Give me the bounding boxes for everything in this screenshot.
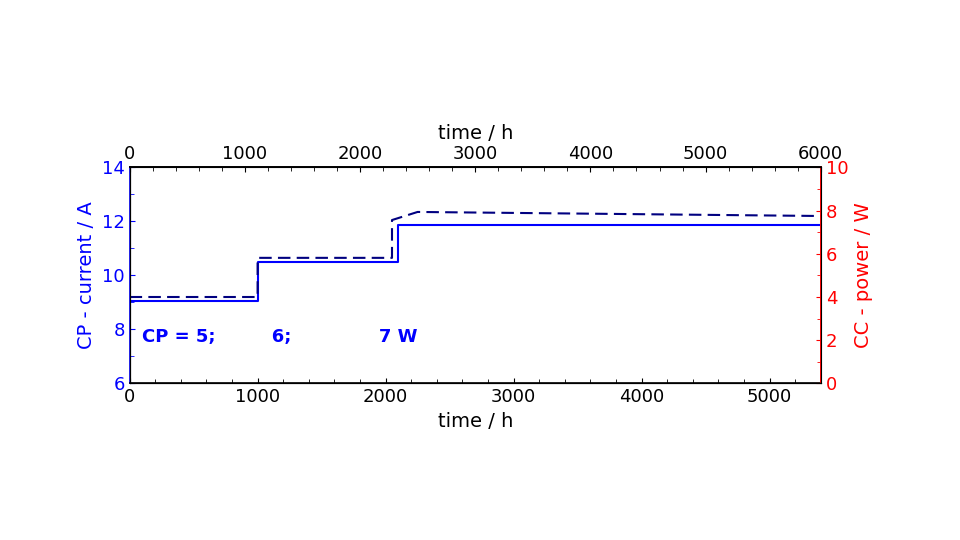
X-axis label: time / h: time / h [438, 124, 513, 143]
Y-axis label: CC - power / W: CC - power / W [853, 202, 873, 348]
X-axis label: time / h: time / h [438, 412, 513, 431]
Y-axis label: CP - current / A: CP - current / A [78, 201, 96, 349]
Text: CP = 5;         6;              7 W: CP = 5; 6; 7 W [142, 328, 418, 346]
